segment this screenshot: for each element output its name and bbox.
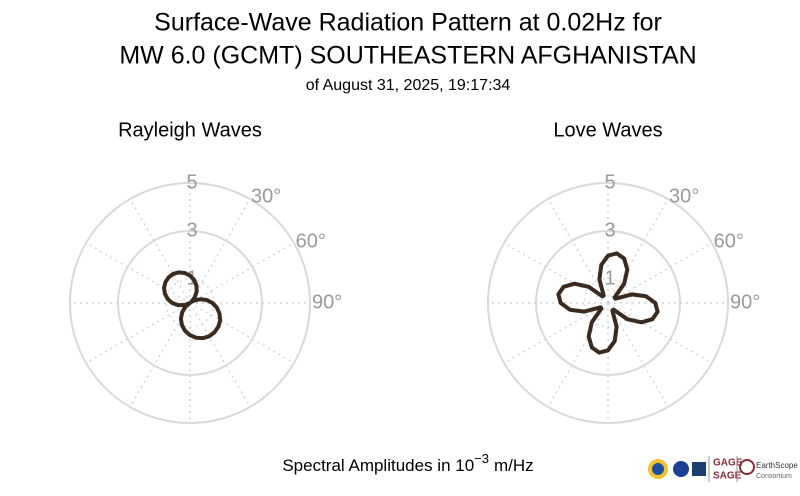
theta-grid-line xyxy=(189,242,295,304)
logo-earthscope xyxy=(739,459,755,475)
footnote: Spectral Amplitudes in 10−3 m/Hz xyxy=(282,451,533,475)
chart-title: Rayleigh Waves xyxy=(118,119,262,141)
theta-grid-line xyxy=(129,198,191,304)
theta-tick-label: 60° xyxy=(296,230,326,252)
r-tick-label: 3 xyxy=(186,219,197,241)
logo-text: Consortium xyxy=(756,473,792,480)
radiation-line xyxy=(162,270,223,341)
subtitle: of August 31, 2025, 19:17:34 xyxy=(306,77,511,94)
r-grid-circle xyxy=(487,182,729,424)
theta-grid-line xyxy=(547,302,609,408)
theta-grid-line xyxy=(607,242,713,304)
r-tick-label: 1 xyxy=(604,267,615,289)
r-tick-label: 5 xyxy=(186,171,197,193)
radiation-line xyxy=(556,251,660,355)
r-grid-circle xyxy=(535,230,681,376)
chart-title: Love Waves xyxy=(553,119,662,141)
logos: GAGE SAGE EarthScope Consortium xyxy=(648,456,798,482)
theta-grid-line xyxy=(547,198,609,304)
logo-nsf xyxy=(652,463,664,475)
r-grid-circle xyxy=(69,182,311,424)
theta-grid-line xyxy=(85,242,191,304)
logo-text: EarthScope xyxy=(756,461,798,470)
r-grid-circle xyxy=(583,278,633,328)
theta-grid-line xyxy=(607,198,669,304)
theta-grid-line xyxy=(189,302,251,408)
footnote-exponent: −3 xyxy=(474,451,489,466)
theta-grid-line xyxy=(503,302,609,364)
theta-tick-label: 30° xyxy=(251,186,281,208)
logo-text: SAGE xyxy=(713,471,742,482)
logo-nasa xyxy=(673,461,689,477)
logo-usgs xyxy=(692,462,706,476)
r-tick-label: 3 xyxy=(604,219,615,241)
theta-tick-label: 90° xyxy=(730,291,760,313)
footnote-text: Spectral Amplitudes in 10 xyxy=(282,456,474,475)
r-tick-label: 5 xyxy=(604,171,615,193)
theta-tick-label: 90° xyxy=(312,291,342,313)
r-grid-circle xyxy=(117,230,263,376)
title: Surface-Wave Radiation Pattern at 0.02Hz… xyxy=(154,9,662,37)
theta-grid-line xyxy=(503,242,609,304)
theta-grid-line xyxy=(607,302,713,364)
theta-grid-line xyxy=(189,198,251,304)
theta-grid-line xyxy=(189,302,295,364)
theta-grid-line xyxy=(607,302,669,408)
logo-text: GAGE xyxy=(713,458,743,469)
theta-tick-label: 30° xyxy=(669,186,699,208)
theta-grid-line xyxy=(85,302,191,364)
title: MW 6.0 (GCMT) SOUTHEASTERN AFGHANISTAN xyxy=(119,42,696,70)
theta-tick-label: 60° xyxy=(714,230,744,252)
footnote-unit: m/Hz xyxy=(494,456,534,475)
